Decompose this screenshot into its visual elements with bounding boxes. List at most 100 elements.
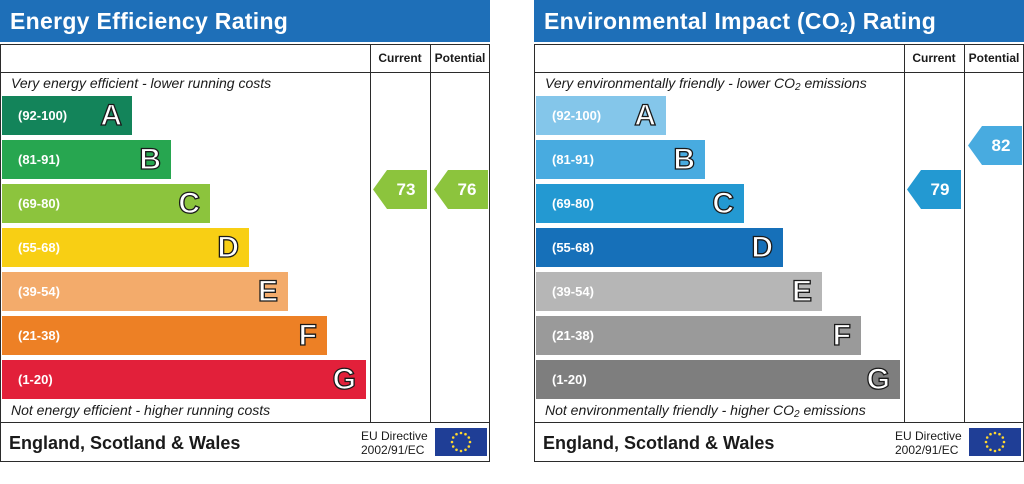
eu-directive-text: EU Directive 2002/91/EC bbox=[895, 429, 962, 457]
current-rating-arrow: 73 bbox=[373, 170, 427, 209]
eu-flag-icon bbox=[969, 428, 1021, 456]
bottom-caption: Not environmentally friendly - higher CO… bbox=[545, 402, 866, 420]
eu-star bbox=[464, 432, 467, 436]
band-e: (39-54) E bbox=[2, 272, 288, 311]
eu-directive-line2: 2002/91/EC bbox=[895, 443, 959, 457]
eu-star bbox=[989, 448, 992, 452]
band-g: (1-20) G bbox=[2, 360, 366, 399]
eu-star bbox=[459, 431, 463, 435]
band-range-label: (1-20) bbox=[18, 372, 53, 387]
band-g: (1-20) G bbox=[536, 360, 900, 399]
band-range-label: (92-100) bbox=[552, 108, 602, 123]
rating-frame: Current Potential Very energy efficient … bbox=[0, 44, 490, 462]
panel-title: Energy Efficiency Rating bbox=[0, 0, 490, 42]
eu-star bbox=[451, 436, 455, 439]
rating-arrow-shape bbox=[373, 170, 427, 209]
eu-flag-icon bbox=[435, 428, 487, 456]
energy-efficiency-panel: Energy Efficiency Rating Current Potenti… bbox=[0, 0, 490, 462]
footer-country: England, Scotland & Wales bbox=[543, 433, 775, 453]
rating-frame: Current Potential Very environmentally f… bbox=[534, 44, 1024, 462]
eu-star bbox=[984, 440, 988, 444]
eu-directive-line1: EU Directive bbox=[895, 429, 962, 443]
eu-star bbox=[985, 445, 989, 448]
rating-arrow-shape bbox=[968, 126, 1022, 165]
rating-arrow-shape bbox=[907, 170, 961, 209]
eu-star bbox=[455, 432, 458, 436]
environmental-impact-panel: Environmental Impact (CO2) Rating Curren… bbox=[534, 0, 1024, 462]
band-range-label: (55-68) bbox=[18, 240, 60, 255]
eu-star bbox=[1001, 445, 1005, 448]
band-letter: E bbox=[791, 274, 812, 308]
band-e: (39-54) E bbox=[536, 272, 822, 311]
band-range-label: (81-91) bbox=[552, 152, 594, 167]
band-letter: F bbox=[832, 318, 852, 352]
eu-star bbox=[467, 436, 471, 439]
band-letter: G bbox=[332, 362, 357, 396]
band-range-label: (21-38) bbox=[552, 328, 594, 343]
band-letter: A bbox=[634, 98, 657, 132]
band-range-label: (81-91) bbox=[18, 152, 60, 167]
band-letter: A bbox=[100, 98, 123, 132]
eu-star bbox=[451, 445, 455, 448]
band-range-label: (39-54) bbox=[18, 284, 60, 299]
rating-value: 79 bbox=[930, 180, 950, 199]
band-range-label: (1-20) bbox=[552, 372, 587, 387]
potential-column-header: Potential bbox=[968, 51, 1020, 65]
band-range-label: (21-38) bbox=[18, 328, 60, 343]
band-range-label: (39-54) bbox=[552, 284, 594, 299]
current-column-header: Current bbox=[912, 51, 956, 65]
eu-star bbox=[985, 436, 989, 439]
eu-directive-line1: EU Directive bbox=[361, 429, 428, 443]
potential-rating-arrow: 82 bbox=[968, 126, 1022, 165]
band-range-label: (69-80) bbox=[18, 196, 60, 211]
band-range-label: (55-68) bbox=[552, 240, 594, 255]
current-column-header: Current bbox=[378, 51, 422, 65]
eu-star bbox=[459, 449, 463, 453]
rating-arrow-shape bbox=[434, 170, 488, 209]
band-letter: F bbox=[298, 318, 318, 352]
band-letter: C bbox=[712, 186, 735, 220]
eu-star bbox=[1002, 440, 1006, 444]
eu-directive-line2: 2002/91/EC bbox=[361, 443, 425, 457]
band-b: (81-91) B bbox=[2, 140, 171, 179]
band-a: (92-100) A bbox=[536, 96, 666, 135]
potential-column-header: Potential bbox=[434, 51, 486, 65]
band-letter: G bbox=[866, 362, 891, 396]
rating-value: 73 bbox=[396, 180, 416, 199]
band-d: (55-68) D bbox=[536, 228, 783, 267]
top-caption: Very energy efficient - lower running co… bbox=[11, 75, 272, 91]
band-letter: D bbox=[751, 230, 774, 264]
band-a: (92-100) A bbox=[2, 96, 132, 135]
band-range-label: (92-100) bbox=[18, 108, 68, 123]
eu-star bbox=[450, 440, 454, 444]
band-letter: C bbox=[178, 186, 201, 220]
rating-value: 82 bbox=[991, 136, 1011, 155]
band-range-label: (69-80) bbox=[552, 196, 594, 211]
eu-star bbox=[455, 448, 458, 452]
band-letter: E bbox=[257, 274, 278, 308]
eu-star bbox=[468, 440, 472, 444]
eu-directive-text: EU Directive 2002/91/EC bbox=[361, 429, 428, 457]
eu-star bbox=[998, 448, 1001, 452]
rating-value: 76 bbox=[457, 180, 477, 199]
eu-star bbox=[989, 432, 992, 436]
potential-rating-arrow: 76 bbox=[434, 170, 488, 209]
eu-star bbox=[467, 445, 471, 448]
eu-star bbox=[998, 432, 1001, 436]
band-letter: B bbox=[673, 142, 696, 176]
band-c: (69-80) C bbox=[536, 184, 744, 223]
eu-star bbox=[993, 431, 997, 435]
top-caption: Very environmentally friendly - lower CO… bbox=[545, 75, 867, 93]
band-d: (55-68) D bbox=[2, 228, 249, 267]
eu-star bbox=[1001, 436, 1005, 439]
band-f: (21-38) F bbox=[536, 316, 861, 355]
band-c: (69-80) C bbox=[2, 184, 210, 223]
current-rating-arrow: 79 bbox=[907, 170, 961, 209]
bottom-caption: Not energy efficient - higher running co… bbox=[11, 402, 271, 418]
eu-star bbox=[464, 448, 467, 452]
eu-star bbox=[993, 449, 997, 453]
footer-country: England, Scotland & Wales bbox=[9, 433, 241, 453]
band-f: (21-38) F bbox=[2, 316, 327, 355]
band-b: (81-91) B bbox=[536, 140, 705, 179]
band-letter: D bbox=[217, 230, 240, 264]
